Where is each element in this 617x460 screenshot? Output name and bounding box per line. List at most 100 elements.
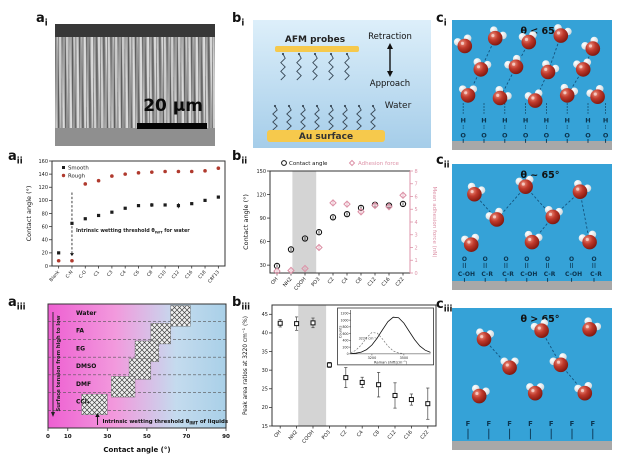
svg-text:C8: C8	[355, 276, 364, 285]
scale-bar	[137, 123, 207, 129]
svg-text:O: O	[462, 256, 467, 263]
panel-label-aiii: aiii	[8, 295, 26, 313]
svg-text:C12: C12	[387, 429, 398, 440]
svg-text:C8: C8	[146, 269, 155, 278]
svg-text:30: 30	[262, 368, 268, 374]
svg-text:Contact angle: Contact angle	[289, 161, 328, 167]
scale-bar-label: 20 μm	[143, 96, 203, 116]
svg-text:O: O	[483, 256, 488, 263]
svg-text:O: O	[603, 132, 609, 140]
svg-text:OH: OH	[273, 429, 283, 439]
svg-text:O: O	[544, 132, 550, 140]
axes: 30 60 90 120 150 Contact angle (°) OH NH2 COOH PO…	[242, 169, 411, 292]
svg-text:20: 20	[42, 251, 48, 257]
svg-text:Raman shift(cm⁻¹): Raman shift(cm⁻¹)	[374, 361, 408, 365]
svg-text:C12: C12	[367, 276, 378, 287]
svg-text:Contact angle (°): Contact angle (°)	[242, 194, 250, 250]
svg-text:OH: OH	[270, 276, 280, 286]
svg-text:H: H	[564, 117, 569, 125]
water-structure-intermediate: θ ~ 65° O C-OH O C-R O C-R O C-OH O C-R O C-OH O C-R	[452, 164, 612, 290]
svg-text:C4: C4	[341, 276, 350, 285]
svg-text:35: 35	[262, 349, 268, 355]
substrate-bar	[452, 281, 612, 290]
svg-text:800: 800	[343, 325, 349, 329]
svg-text:6: 6	[415, 194, 418, 200]
svg-text:O: O	[591, 256, 596, 263]
svg-text:C16: C16	[184, 269, 194, 280]
svg-text:COOH: COOH	[301, 429, 315, 445]
svg-text:90: 90	[222, 434, 230, 440]
svg-text:FA: FA	[76, 328, 84, 335]
svg-text:O: O	[545, 256, 550, 263]
svg-text:50: 50	[143, 434, 151, 440]
axes: 15 20 25 30 35 40 45 Peak area ratios at 3220 c…	[242, 304, 437, 445]
svg-text:Water: Water	[76, 310, 96, 317]
svg-text:H: H	[502, 117, 507, 125]
series-peak-ratio	[277, 316, 431, 420]
threshold-annotation: Intrinsic wetting threshold θIWT for wat…	[69, 192, 190, 257]
svg-text:C8F13: C8F13	[207, 269, 221, 284]
svg-text:Au surface: Au surface	[299, 132, 353, 142]
sem-substrate	[55, 128, 215, 146]
svg-text:F: F	[466, 420, 471, 428]
svg-text:3500: 3500	[400, 356, 409, 360]
svg-text:F: F	[590, 420, 595, 428]
svg-text:0: 0	[46, 434, 50, 440]
svg-text:H: H	[481, 117, 486, 125]
panel-label-ai: ai	[36, 11, 48, 29]
svg-text:C-OH: C-OH	[458, 271, 475, 278]
surface-groups: O C-OH O C-R O C-R O C-OH O C-R O C-OH O C-R	[458, 256, 602, 282]
svg-text:H: H	[523, 117, 528, 125]
axes: 0 20 40 60 80 100 120 140 160 Contact angle (°) Bl…	[25, 159, 226, 284]
x-axis: 0 10 30 50 70 90 Contact angle (°)	[46, 428, 230, 454]
svg-text:80: 80	[42, 211, 48, 217]
svg-text:C4: C4	[119, 269, 128, 278]
svg-text:C22: C22	[395, 276, 406, 287]
svg-text:DMF: DMF	[76, 381, 91, 388]
svg-text:C-R: C-R	[544, 271, 556, 278]
svg-text:C-O: C-O	[78, 269, 88, 280]
svg-text:0: 0	[45, 264, 48, 270]
svg-text:120: 120	[256, 192, 266, 198]
svg-text:20: 20	[262, 405, 268, 411]
svg-text:60: 60	[42, 224, 48, 230]
y-axis-label: Surface tension from high to low	[51, 312, 62, 417]
retraction-approach-arrows: Retraction Approach	[368, 32, 412, 89]
svg-text:AFM probes: AFM probes	[285, 35, 345, 45]
svg-text:160: 160	[38, 159, 48, 165]
svg-text:H: H	[460, 117, 465, 125]
svg-text:4: 4	[415, 220, 418, 226]
substrate-bar	[452, 141, 612, 150]
panel-label-cii: cii	[436, 153, 450, 171]
svg-text:CCl₄: CCl₄	[76, 399, 90, 406]
svg-text:COOH: COOH	[293, 276, 307, 292]
svg-text:NH2: NH2	[282, 276, 293, 288]
svg-text:40: 40	[262, 331, 268, 337]
svg-text:Rough: Rough	[68, 174, 85, 180]
svg-text:3220 cm⁻¹: 3220 cm⁻¹	[359, 337, 378, 341]
svg-text:140: 140	[38, 172, 48, 178]
chart-contact-angle-smooth-rough: 0 20 40 60 80 100 120 140 160 Contact angle (°) Bl…	[25, 159, 226, 284]
panel-label-biii: biii	[232, 295, 251, 313]
svg-text:C-OH: C-OH	[520, 271, 537, 278]
svg-text:C2: C2	[327, 276, 336, 285]
svg-text:C3: C3	[106, 269, 115, 278]
theta-title: θ < 65°	[520, 26, 559, 37]
water-molecules	[453, 24, 605, 108]
svg-text:O: O	[502, 132, 508, 140]
series-rough	[56, 166, 221, 263]
panel-label-ci: ci	[436, 11, 447, 29]
svg-text:Adhesion force: Adhesion force	[358, 161, 399, 167]
svg-text:DMSO: DMSO	[76, 363, 96, 370]
svg-text:C-R: C-R	[502, 271, 514, 278]
svg-text:0: 0	[347, 352, 349, 356]
panel-label-bii: bii	[232, 149, 248, 167]
water-molecules	[471, 317, 602, 404]
series-adhesion-force	[273, 191, 407, 275]
svg-text:O: O	[585, 132, 591, 140]
svg-text:C1: C1	[93, 269, 102, 278]
svg-text:O: O	[564, 132, 570, 140]
right-axis: 0 1 2 3 4 5 6 7 8 Mean adhesion force (nN)	[409, 169, 437, 277]
